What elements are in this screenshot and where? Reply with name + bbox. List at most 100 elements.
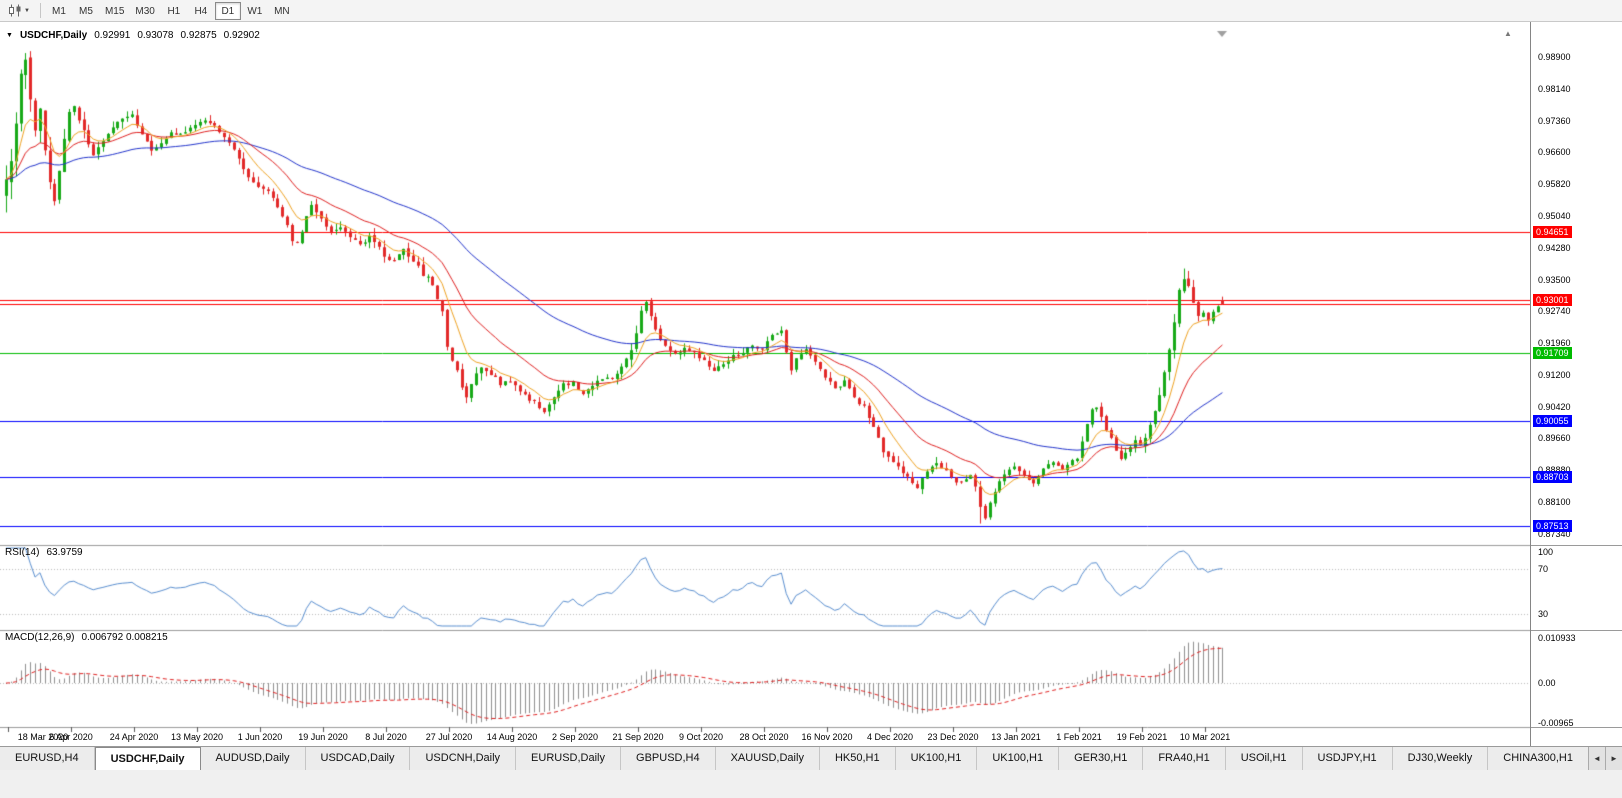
chart-low-value: 0.92875: [180, 30, 217, 41]
chart-tab[interactable]: USDCHF,Daily: [94, 747, 201, 770]
price-axis-tick: 0.95820: [1538, 179, 1571, 190]
date-axis-label: 23 Dec 2020: [927, 732, 979, 742]
date-axis-label: 6 Apr 2020: [49, 732, 93, 742]
chart-symbol-label: USDCHF,Daily: [19, 30, 88, 41]
hline-price-label: 0.94651: [1533, 225, 1572, 238]
rsi-axis-tick: 30: [1538, 609, 1549, 619]
timeframe-h1[interactable]: H1: [161, 2, 187, 20]
tab-scroll-right-button[interactable]: ►: [1605, 747, 1622, 770]
toolbar-separator: [39, 3, 41, 18]
date-axis-label: 9 Oct 2020: [678, 732, 724, 742]
price-axis-tick: 0.93500: [1538, 274, 1571, 285]
price-axis-tick: 0.91200: [1538, 369, 1571, 380]
collapse-triangle-icon[interactable]: ▼: [6, 32, 13, 39]
chart-tab[interactable]: UK100,H1: [977, 747, 1060, 770]
price-axis-tick: 0.91960: [1538, 338, 1571, 349]
macd-label: MACD(12,26,9) 0.006792 0.008215: [5, 632, 168, 643]
price-axis-tick: 0.95040: [1538, 211, 1571, 222]
rsi-axis-tick: 70: [1538, 564, 1549, 574]
chart-tab[interactable]: GBPUSD,H4: [621, 747, 716, 770]
status-bar: [0, 770, 1622, 798]
price-axis-tick: 0.88880: [1538, 465, 1571, 475]
price-axis-tick: 0.97360: [1538, 115, 1571, 126]
date-axis-label: 13 Jan 2021: [991, 732, 1041, 742]
timeframe-mn[interactable]: MN: [269, 2, 295, 20]
price-axis-tick: 0.92740: [1538, 306, 1571, 317]
price-axis[interactable]: 0.98900 0.98140 0.97360 0.96600 0.95820 0.950…: [1530, 22, 1622, 746]
chart-open-value: 0.92991: [94, 30, 131, 41]
chart-tab[interactable]: USDCNH,Daily: [410, 747, 517, 770]
macd-axis-tick: -0.00965: [1538, 717, 1574, 728]
date-axis-label: 8 Jul 2020: [365, 732, 407, 742]
timeframe-h4[interactable]: H4: [188, 2, 214, 20]
chart-tab[interactable]: UK100,H1: [895, 747, 978, 770]
price-axis-tick: 0.87340: [1538, 528, 1571, 539]
timeframe-w1[interactable]: W1: [242, 2, 268, 20]
candlestick-chart-icon: [9, 4, 21, 17]
rsi-indicator-value: 63.9759: [46, 547, 83, 558]
chart-area: ▼ USDCHF,Daily 0.92991 0.93078 0.92875 0…: [0, 22, 1622, 746]
chart-tab[interactable]: EURUSD,Daily: [516, 747, 622, 770]
date-axis-label: 24 Apr 2020: [109, 732, 159, 742]
timeframe-m30[interactable]: M30: [130, 2, 159, 20]
chart-tabs: EURUSD,H4 USDCHF,Daily AUDUSD,Daily USDCAD,…: [0, 747, 1622, 770]
price-axis-tick: 0.98140: [1538, 83, 1571, 94]
date-axis-label: 21 Sep 2020: [612, 732, 664, 742]
price-axis-tick: 0.88100: [1538, 497, 1571, 508]
date-axis-label: 10 Mar 2021: [1179, 732, 1231, 742]
date-axis-label: 18 Mar 2020: [17, 732, 69, 742]
chart-title: ▼ USDCHF,Daily 0.92991 0.93078 0.92875 0…: [6, 30, 260, 41]
chart-high-value: 0.93078: [137, 30, 174, 41]
tab-scroll-left-button[interactable]: ◄: [1588, 747, 1605, 770]
axis-panel-separator: [1531, 545, 1622, 546]
tab-scroll-buttons: ◄ ►: [1588, 747, 1622, 770]
macd-indicator-values: 0.006792 0.008215: [81, 632, 168, 643]
date-axis-label: 2 Sep 2020: [551, 732, 599, 742]
chart-tab[interactable]: EURUSD,H4: [0, 747, 95, 770]
hline-price-label: 0.88703: [1533, 470, 1572, 483]
scroll-up-icon[interactable]: ▲: [1504, 29, 1512, 38]
timeframe-m15[interactable]: M15: [100, 2, 129, 20]
rsi-axis-tick: 100: [1538, 547, 1554, 557]
chart-tab[interactable]: USDCAD,Daily: [305, 747, 411, 770]
chart-tab[interactable]: XAUUSD,Daily: [715, 747, 820, 770]
chart-tab[interactable]: USOil,H1: [1225, 747, 1303, 770]
chart-close-value: 0.92902: [223, 30, 260, 41]
timeframe-buttons: M1 M5 M15 M30 H1 H4 D1 W1 MN: [46, 1, 296, 21]
chart-tab[interactable]: CHINA300,H1: [1488, 747, 1589, 770]
date-axis-label: 27 Jul 2020: [425, 732, 473, 742]
hline-price-label: 0.91709: [1533, 347, 1572, 360]
date-axis-label: 13 May 2020: [170, 732, 224, 742]
date-axis-label: 4 Dec 2020: [866, 732, 914, 742]
chevron-down-icon: ▼: [24, 7, 30, 14]
date-axis-label: 14 Aug 2020: [486, 732, 538, 742]
macd-indicator-name: MACD(12,26,9): [5, 632, 75, 643]
date-axis[interactable]: 18 Mar 2020 6 Apr 2020 24 Apr 2020 13 May 2…: [0, 730, 1530, 746]
timeframe-m5[interactable]: M5: [73, 2, 99, 20]
chart-tab[interactable]: HK50,H1: [819, 747, 896, 770]
price-axis-tick: 0.98900: [1538, 52, 1571, 63]
timeframe-d1[interactable]: D1: [214, 2, 241, 21]
chart-tab[interactable]: FRA40,H1: [1143, 747, 1226, 770]
rsi-indicator-name: RSI(14): [5, 547, 40, 558]
chart-tab[interactable]: USDJPY,H1: [1302, 747, 1393, 770]
chart-tab-bar: EURUSD,H4 USDCHF,Daily AUDUSD,Daily USDCAD,…: [0, 746, 1622, 770]
price-chart-canvas[interactable]: [0, 22, 1530, 746]
hline-price-label: 0.93001: [1533, 293, 1572, 306]
date-axis-label: 1 Feb 2021: [1056, 732, 1102, 742]
price-axis-tick: 0.96600: [1538, 147, 1571, 158]
price-axis-tick: 0.89660: [1538, 432, 1571, 443]
macd-axis-tick: 0.00: [1538, 678, 1556, 689]
price-axis-tick: 0.94280: [1538, 242, 1571, 253]
macd-axis-tick: 0.010933: [1538, 633, 1576, 644]
date-axis-label: 1 Jun 2020: [237, 732, 283, 742]
axis-panel-separator: [1531, 727, 1622, 728]
timeframe-m1[interactable]: M1: [46, 2, 72, 20]
chart-tab[interactable]: GER30,H1: [1059, 747, 1144, 770]
chart-tab[interactable]: DJ30,Weekly: [1392, 747, 1489, 770]
axis-panel-separator: [1531, 630, 1622, 631]
date-axis-label: 19 Jun 2020: [298, 732, 348, 742]
chart-tab[interactable]: AUDUSD,Daily: [200, 747, 306, 770]
chart-type-button[interactable]: ▼: [3, 2, 35, 20]
hline-price-label: 0.90055: [1533, 415, 1572, 428]
